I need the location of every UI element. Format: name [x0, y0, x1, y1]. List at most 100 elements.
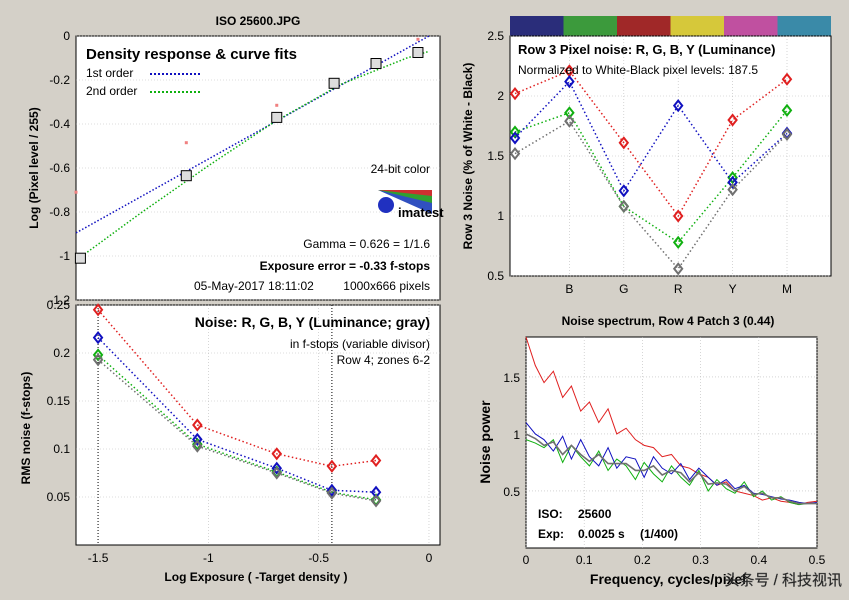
- pixel-noise-title: Row 3 Pixel noise: R, G, B, Y (Luminance…: [518, 42, 775, 57]
- pixel-noise-series-Y-line: [514, 120, 788, 271]
- pixel-noise-y-label: Row 3 Noise (% of White - Black): [461, 63, 475, 250]
- rms-y-label: RMS noise (f-stops): [19, 372, 33, 485]
- rms-x-label: Log Exposure ( -Target density ): [164, 570, 347, 584]
- density-y-tick-label: -1: [59, 249, 70, 263]
- rms-B-point: [271, 461, 283, 475]
- spectrum-y-tick-label: 1.5: [503, 371, 520, 385]
- gamma-label: Gamma = 0.626 = 1/1.6: [303, 237, 430, 251]
- density-chart: 0 -0.2 -0.4 -0.6 -0.8 -1 -1.2 Density response…: [27, 29, 444, 307]
- pixel-noise-x-tick-label: R: [674, 282, 683, 296]
- pixel-noise-G-point: [781, 103, 793, 118]
- pixel-noise-B-point: [564, 74, 575, 89]
- noise-spectrum-chart: 0.5 1 1.5 0 0.1 0.2 0.3 0.4 0.5 Noise spectrum,…: [477, 314, 826, 587]
- rms-y-tick-label: 0.2: [53, 346, 70, 360]
- rms-Y-point: [271, 466, 283, 480]
- pixel-noise-R-point: [781, 72, 793, 86]
- iso-label: ISO:: [538, 507, 563, 521]
- rms-x-tick-label: -1: [203, 551, 214, 565]
- density-data-square: [180, 170, 192, 182]
- spectrum-x-tick-label: 0.5: [809, 553, 826, 567]
- pixel-noise-y-tick-label: 2: [497, 89, 504, 103]
- rms-Y-point: [370, 494, 382, 508]
- pink-data-point: [184, 141, 188, 145]
- spectrum-x-tick-label: 0.4: [750, 553, 767, 567]
- pink-data-point: [416, 37, 420, 41]
- pixel-noise-y-tick-label: 2.5: [487, 29, 504, 43]
- spectrum-x-tick-label: 0.3: [692, 553, 709, 567]
- rms-R-point: [271, 447, 283, 461]
- legend-2nd-order-label: 2nd order: [86, 84, 137, 98]
- pixel-noise-B-point: [618, 184, 630, 198]
- spectrum-series-R-line: [525, 336, 818, 506]
- pixel-noise-Y-point: [564, 114, 575, 128]
- density-y-tick-label: -0.8: [49, 205, 70, 219]
- date-label: 05-May-2017 18:11:02: [194, 279, 314, 293]
- rms-Y-point: [326, 486, 338, 500]
- pixel-noise-Y-point: [727, 182, 738, 197]
- rms-y-tick-label: 0.15: [47, 394, 71, 408]
- spectrum-y-tick-label: 0.5: [503, 485, 520, 499]
- density-y-tick-label: -0.2: [49, 73, 70, 87]
- pixel-noise-G-point: [672, 235, 684, 250]
- density-data-square: [412, 47, 424, 58]
- spectrum-plot-area: [525, 336, 818, 549]
- spectrum-series-Y-line: [525, 433, 817, 505]
- pixel-noise-Y-point: [618, 199, 630, 214]
- rms-Y-point: [92, 353, 104, 367]
- pink-data-point: [275, 103, 279, 107]
- imatest-logo-text: imatest: [398, 205, 444, 220]
- legend-1st-order-label: 1st order: [86, 66, 133, 80]
- spectrum-y-tick-label: 1: [513, 428, 520, 442]
- rms-B-point: [92, 331, 104, 345]
- page-title: ISO 25600.JPG: [216, 14, 301, 28]
- pixel-noise-x-tick-label: G: [619, 282, 628, 296]
- spectrum-x-tick-label: 0.1: [576, 553, 593, 567]
- rms-subtitle-1: in f-stops (variable divisor): [290, 337, 430, 351]
- rms-B-point: [192, 432, 203, 447]
- color-bar-segment: [777, 16, 831, 36]
- pixel-noise-series-R-line: [514, 69, 788, 218]
- density-data-square: [271, 111, 283, 123]
- pixel-noise-Y-point: [672, 262, 684, 276]
- pixel-noise-chart: 0.5 1 1.5 2 2.5 B G R Y M Row 3 Pixel noise: R, …: [461, 16, 832, 296]
- rms-series-Y-line: [97, 359, 377, 502]
- pixel-noise-G-point: [727, 170, 738, 185]
- size-label: 1000x666 pixels: [343, 279, 430, 293]
- pixel-noise-subtitle: Normalized to White-Black pixel levels: …: [518, 63, 758, 77]
- rms-R-point: [192, 418, 203, 432]
- pixel-noise-R-point: [509, 86, 521, 101]
- rms-R-point: [92, 303, 104, 317]
- pixel-noise-B-point: [672, 98, 684, 113]
- spectrum-x-label: Frequency, cycles/pixel: [590, 571, 746, 587]
- imatest-logo: imatest: [378, 190, 444, 220]
- spectrum-y-label: Noise power: [477, 400, 493, 484]
- density-data-square: [328, 77, 340, 89]
- density-data-square: [370, 58, 382, 69]
- rms-series-B-line: [97, 337, 377, 493]
- exp-fraction: (1/400): [640, 527, 678, 541]
- density-y-ticks: 0 -0.2 -0.4 -0.6 -0.8 -1 -1.2: [49, 29, 70, 307]
- pixel-noise-y-ticks: 0.5 1 1.5 2 2.5: [487, 29, 504, 283]
- rms-x-tick-label: 0: [426, 551, 433, 565]
- rms-y-tick-label: 0.1: [53, 442, 70, 456]
- rms-Y-point: [192, 439, 203, 453]
- rms-plot-area: [75, 304, 441, 546]
- pixel-noise-series-B-line: [514, 80, 788, 193]
- rms-series-R-line: [97, 309, 377, 468]
- density-title: Density response & curve fits: [86, 46, 297, 63]
- rms-title: Noise: R, G, B, Y (Luminance; gray): [195, 314, 430, 330]
- pixel-noise-Y-point: [509, 146, 521, 161]
- first-order-fit-line: [75, 35, 430, 234]
- rms-y-ticks: 0.05 0.1 0.15 0.2 0.25: [47, 298, 71, 504]
- pixel-noise-B-point: [509, 131, 521, 145]
- rms-x-tick-label: -1.5: [88, 551, 109, 565]
- spectrum-y-ticks: 0.5 1 1.5: [503, 371, 520, 499]
- pixel-noise-y-tick-label: 1: [497, 209, 504, 223]
- pixel-noise-B-point: [727, 175, 738, 190]
- spectrum-x-tick-label: 0.2: [634, 553, 651, 567]
- iso-value: 25600: [578, 507, 612, 521]
- rms-subtitle-2: Row 4; zones 6-2: [337, 353, 431, 367]
- exp-value: 0.0025 s: [578, 527, 625, 541]
